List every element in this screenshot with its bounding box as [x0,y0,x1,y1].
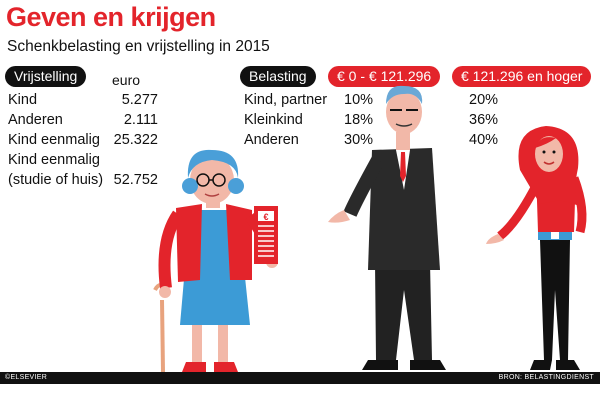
exemption-row-value: 5.277 [121,92,158,108]
exemption-row-label: Kind eenmalig [8,152,100,168]
exemption-row-value: 52.752 [113,172,158,188]
footer-bar: ©ELSEVIER BRON: BELASTINGDIENST [0,372,600,384]
exemption-header-pill: Vrijstelling [5,66,87,87]
footer-source: BRON: BELASTINGDIENST [498,374,594,381]
tax-rate-high: 40% [469,132,499,148]
tax-rate-high: 36% [469,112,499,128]
exemption-unit-label: euro [112,72,141,88]
tax-header-pill: Belasting [240,66,316,87]
exemption-row-label: Anderen [8,112,63,128]
page-subtitle: Schenkbelasting en vrijstelling in 2015 [7,38,270,55]
footer-copyright: ©ELSEVIER [5,374,48,381]
exemption-row-label: Kind [8,92,38,108]
bracket-low-pill: € 0 - € 121.296 [328,66,441,87]
tax-rate-low: 10% [344,92,374,108]
exemption-row-label: Kind eenmalig [8,132,100,148]
exemption-row-value: 2.111 [123,112,158,128]
grandmother-figure: € [153,149,278,373]
tax-row-label: Kleinkind [244,112,303,128]
svg-text:€: € [263,212,268,222]
tax-row-label: Anderen [244,132,299,148]
young-woman-figure [486,126,587,370]
exemption-row-label: (studie of huis) [8,172,104,188]
tax-rate-high: 20% [469,92,499,108]
tax-rate-low: 30% [344,132,374,148]
exemption-row-value: 25.322 [113,132,158,148]
bracket-high-pill: € 121.296 en hoger [452,66,592,87]
euro-document-icon: € [254,206,278,264]
man-in-suit-figure [328,85,446,370]
tax-row-label: Kind, partner [244,92,328,108]
tax-rate-low: 18% [344,112,374,128]
page-title: Geven en krijgen [6,2,216,32]
